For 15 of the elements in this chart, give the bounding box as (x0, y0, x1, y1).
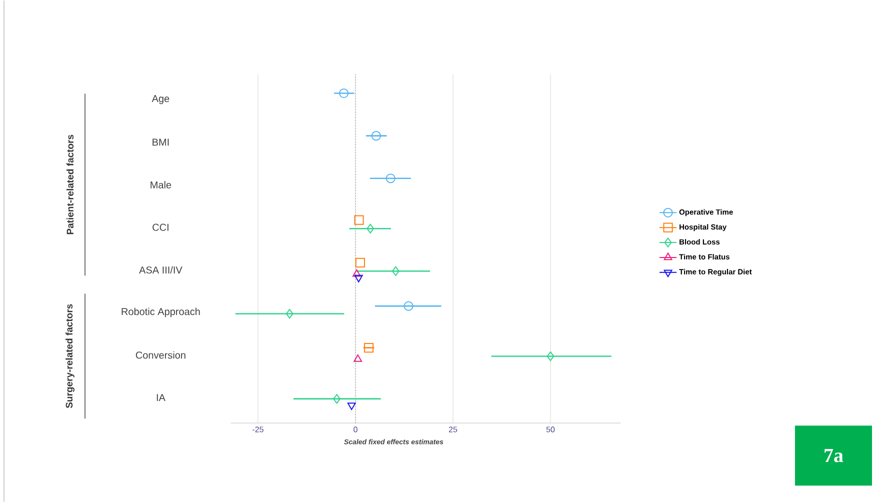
y-tick-label: Male (150, 180, 172, 188)
x-tick-label: 50 (546, 426, 555, 432)
y-tick-label: Age (152, 95, 170, 104)
y-tick-label: Robotic Approach (122, 308, 200, 317)
y-tick-label: CCI (152, 224, 168, 231)
text: Patient-related factors (66, 134, 74, 234)
x-tick-label: 0 (354, 426, 358, 432)
y-tick-label: Conversion (136, 351, 186, 359)
x-tick-label: 25 (448, 426, 458, 432)
y-tick-label: ASA III/IV (139, 266, 182, 274)
y-tick-label: IA (156, 394, 166, 401)
text: 7a (824, 448, 844, 462)
y-tick-label: BMI (152, 138, 169, 146)
x-tick-label: -25 (252, 426, 264, 432)
text: Surgery-related factors (66, 304, 74, 408)
